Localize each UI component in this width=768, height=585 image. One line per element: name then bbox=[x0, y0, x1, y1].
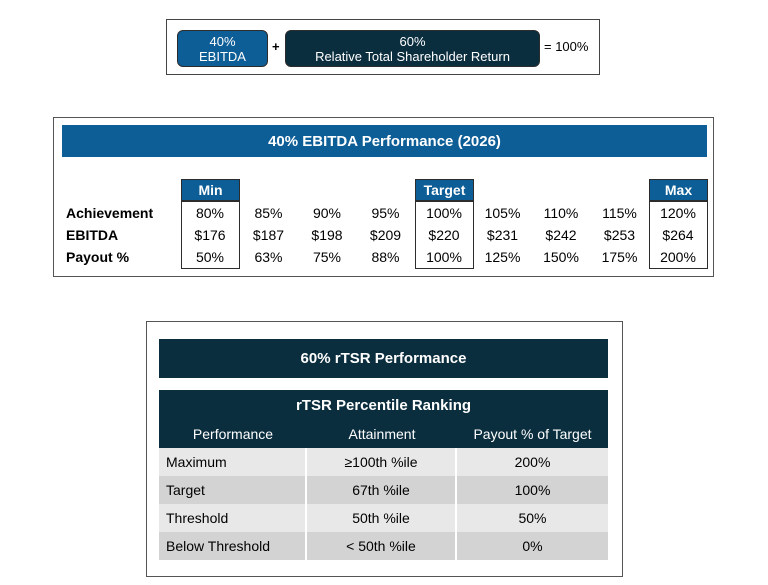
achievement-value-cell: 85% bbox=[254, 205, 283, 221]
ebitda-value-cell: $198 bbox=[311, 227, 343, 243]
performance-cell: Below Threshold bbox=[159, 532, 307, 560]
ebitda-value-cell: $176 bbox=[194, 227, 226, 243]
payout-value-cell: 200% bbox=[660, 249, 696, 265]
min-column-header: Min bbox=[181, 179, 240, 201]
min-column-box bbox=[181, 201, 240, 269]
achievement-value-cell: 90% bbox=[312, 205, 342, 221]
achievement-value-cell: 120% bbox=[660, 205, 696, 221]
plus-sign: + bbox=[272, 39, 280, 54]
payout-value-cell: 150% bbox=[543, 249, 579, 265]
payout-value-cell: 63% bbox=[254, 249, 283, 265]
rtsr-performance-panel: 60% rTSR Performance rTSR Percentile Ran… bbox=[146, 321, 623, 577]
rtsr-table: rTSR Percentile Ranking Performance Atta… bbox=[159, 390, 608, 560]
payout-cell: 100% bbox=[514, 482, 551, 498]
ebitda-weight-pill: 40% EBITDA bbox=[177, 30, 268, 67]
rtsr-table-subtitle: rTSR Percentile Ranking bbox=[159, 390, 608, 420]
equals-total: = 100% bbox=[544, 39, 589, 54]
payout-cell: 200% bbox=[514, 454, 551, 470]
achievement-value-cell: 115% bbox=[602, 205, 637, 221]
column-header-attainment: Attainment bbox=[348, 426, 416, 442]
tsr-weight-label: Relative Total Shareholder Return bbox=[315, 48, 510, 64]
payout-value-cell: 125% bbox=[484, 249, 521, 265]
ebitda-weight-label: EBITDA bbox=[199, 48, 246, 64]
column-header-performance: Performance bbox=[192, 426, 274, 442]
payout-row-label: Payout % bbox=[66, 249, 130, 265]
rtsr-column-headers: Performance Attainment Payout % of Targe… bbox=[159, 420, 608, 448]
performance-cell: Maximum bbox=[159, 448, 307, 476]
table-row: Maximum ≥100th %ile 200% bbox=[159, 448, 608, 476]
achievement-value-cell: 105% bbox=[484, 205, 521, 221]
achievement-row-label: Achievement bbox=[66, 205, 154, 221]
performance-cell: Target bbox=[159, 476, 307, 504]
column-header-payout: Payout % of Target bbox=[473, 426, 592, 442]
table-row: Target 67th %ile 100% bbox=[159, 476, 608, 504]
tsr-weight-pct: 60% bbox=[399, 33, 426, 49]
payout-cell: 50% bbox=[518, 510, 547, 526]
achievement-value-cell: 95% bbox=[371, 205, 400, 221]
max-column-header: Max bbox=[649, 179, 708, 201]
payout-value-cell: 50% bbox=[195, 249, 225, 265]
ebitda-value-cell: $253 bbox=[603, 227, 636, 243]
ebitda-value-cell: $209 bbox=[369, 227, 402, 243]
attainment-cell: ≥100th %ile bbox=[307, 448, 457, 476]
achievement-value-cell: 110% bbox=[543, 205, 579, 221]
table-row: Below Threshold < 50th %ile 0% bbox=[159, 532, 608, 560]
target-column-box bbox=[415, 201, 474, 269]
ebitda-value-cell: $187 bbox=[252, 227, 285, 243]
ebitda-value-cell: $242 bbox=[545, 227, 577, 243]
attainment-cell: < 50th %ile bbox=[307, 532, 457, 560]
payout-value-cell: 100% bbox=[426, 249, 462, 265]
payout-value-cell: 175% bbox=[601, 249, 638, 265]
ebitda-performance-panel: 40% EBITDA Performance (2026) Min Target… bbox=[53, 117, 714, 277]
ebitda-value-cell: $220 bbox=[428, 227, 460, 243]
target-column-header: Target bbox=[415, 179, 474, 201]
ebitda-value-cell: $231 bbox=[486, 227, 519, 243]
performance-cell: Threshold bbox=[159, 504, 307, 532]
table-row: Threshold 50th %ile 50% bbox=[159, 504, 608, 532]
payout-cell: 0% bbox=[522, 538, 543, 554]
achievement-value-cell: 80% bbox=[195, 205, 225, 221]
ebitda-panel-title: 40% EBITDA Performance (2026) bbox=[62, 125, 707, 157]
attainment-cell: 67th %ile bbox=[307, 476, 457, 504]
achievement-value-cell: 100% bbox=[426, 205, 462, 221]
weighting-formula: 40% EBITDA + 60% Relative Total Sharehol… bbox=[166, 19, 600, 75]
ebitda-weight-pct: 40% bbox=[209, 33, 236, 49]
tsr-weight-pill: 60% Relative Total Shareholder Return bbox=[285, 30, 540, 67]
payout-value-cell: 88% bbox=[371, 249, 400, 265]
payout-value-cell: 75% bbox=[312, 249, 342, 265]
ebitda-row-label: EBITDA bbox=[66, 227, 119, 243]
rtsr-panel-title: 60% rTSR Performance bbox=[159, 339, 608, 378]
ebitda-value-cell: $264 bbox=[662, 227, 694, 243]
attainment-cell: 50th %ile bbox=[307, 504, 457, 532]
max-column-box bbox=[649, 201, 708, 269]
